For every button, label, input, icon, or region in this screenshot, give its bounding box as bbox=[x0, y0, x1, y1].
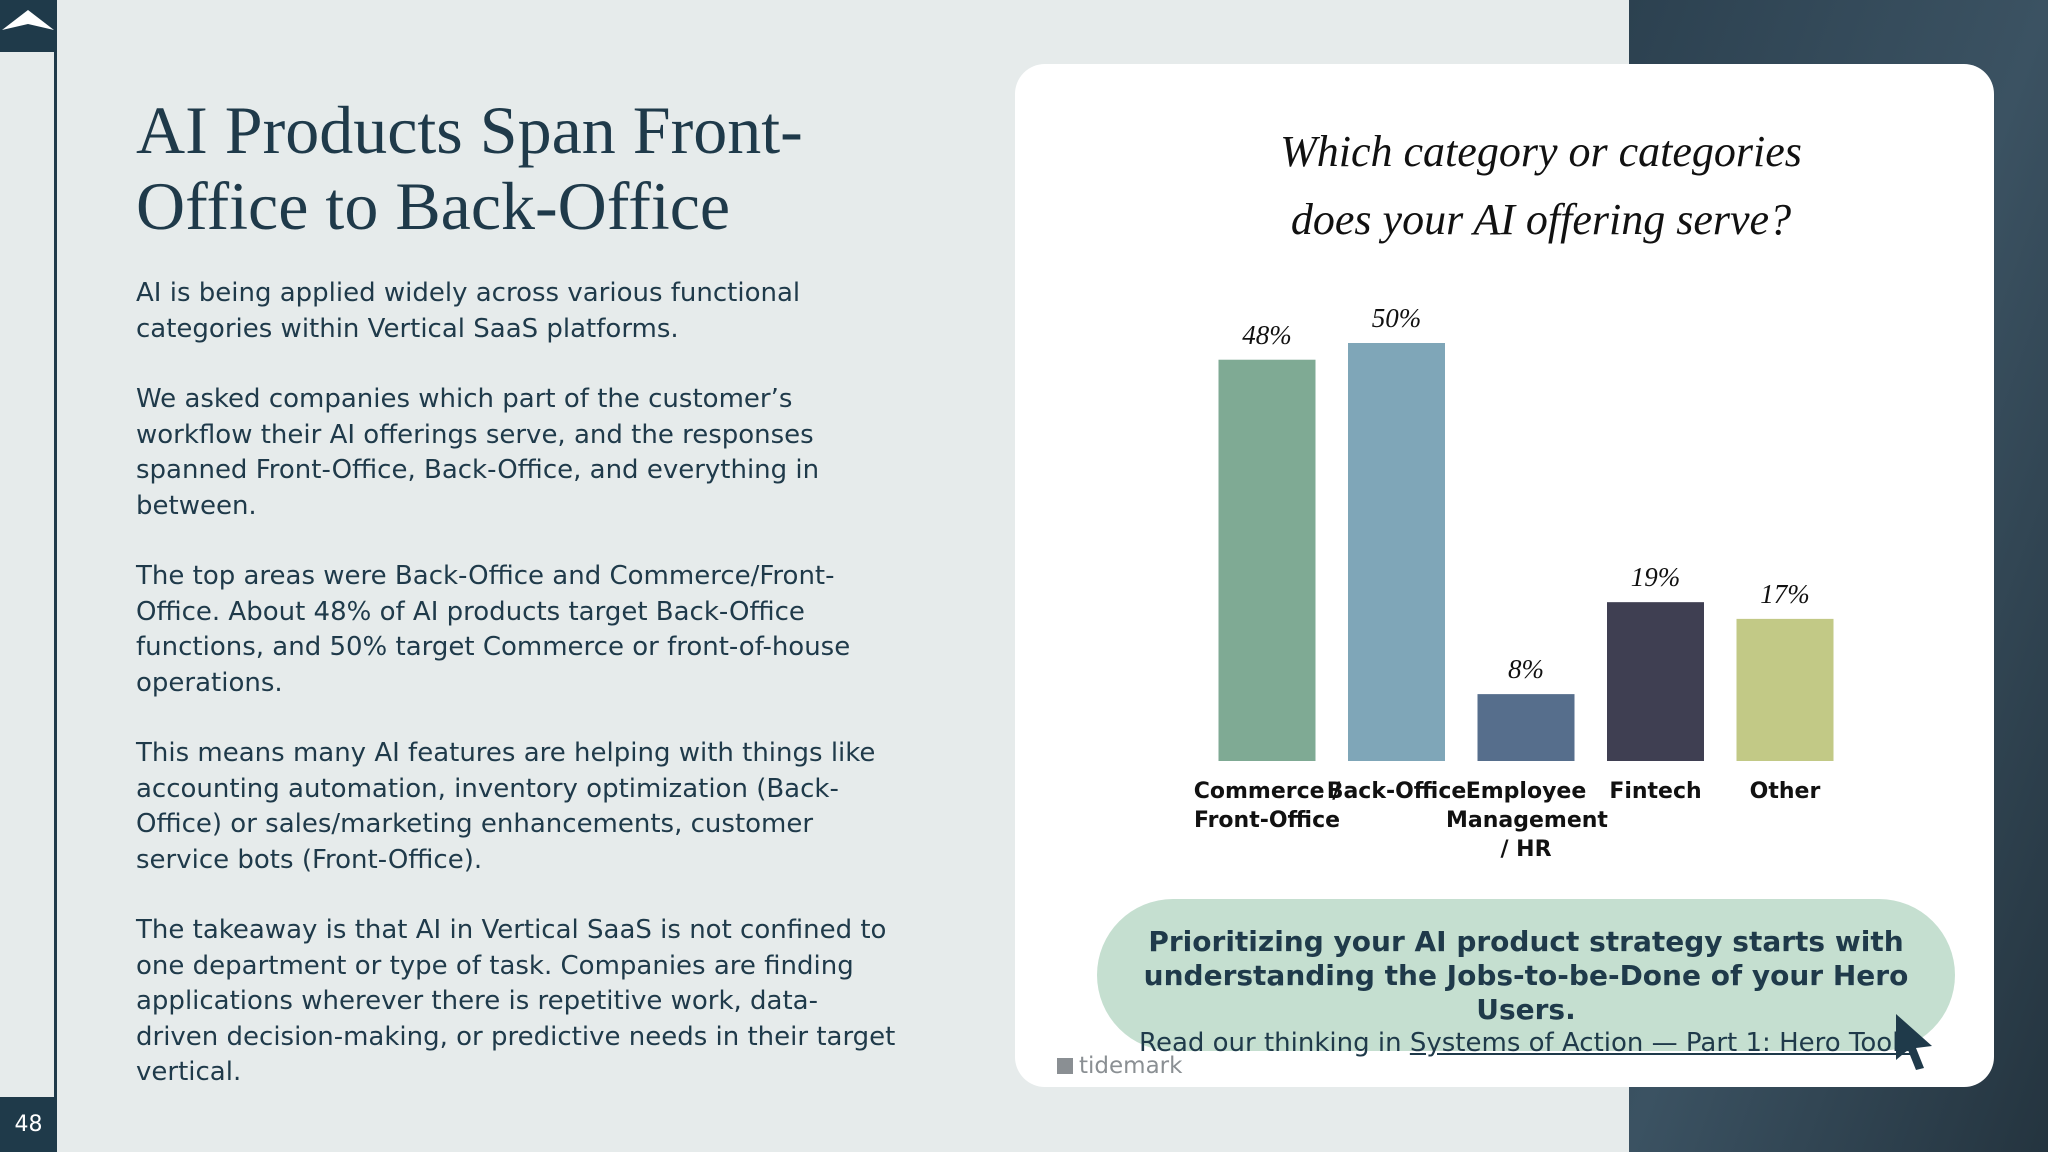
value-label: 8% bbox=[1508, 654, 1544, 685]
paragraph: The takeaway is that AI in Vertical SaaS… bbox=[136, 915, 896, 1087]
sidebar-line bbox=[54, 0, 57, 1152]
paragraph: This means many AI features are helping … bbox=[136, 738, 876, 875]
callout-text: Read our thinking in bbox=[1139, 1028, 1402, 1058]
value-label: 17% bbox=[1760, 578, 1810, 609]
title: AI Products Span Front-Office to Back-Of… bbox=[136, 92, 803, 244]
logo-text: tidemark bbox=[1079, 1053, 1183, 1079]
x-tick-label: Back-Office bbox=[1326, 779, 1467, 804]
bar bbox=[1736, 618, 1834, 761]
logo-icon bbox=[1057, 1058, 1073, 1074]
value-label: 48% bbox=[1242, 319, 1292, 350]
value-label: 19% bbox=[1630, 562, 1681, 593]
value-label: 50% bbox=[1371, 303, 1422, 333]
bar bbox=[1477, 694, 1575, 761]
page-number: 48 bbox=[0, 1097, 57, 1152]
x-tick-label: Commerce / Front-Office bbox=[1193, 779, 1341, 833]
x-tick-label: Fintech bbox=[1609, 779, 1702, 804]
callout-headline: Prioritizing your AI product strategy st… bbox=[1143, 925, 1909, 1026]
body-text: AI is being applied widely across variou… bbox=[136, 276, 896, 1126]
x-tick-label: Employee Management / HR bbox=[1446, 779, 1608, 862]
logo-mark bbox=[2, 10, 54, 30]
logo: tidemark bbox=[1057, 1053, 1182, 1079]
paragraph: We asked companies which part of the cus… bbox=[136, 384, 820, 521]
x-tick-label: Other bbox=[1749, 779, 1821, 804]
callout-text-line: Read our thinking in Systems of Action —… bbox=[1097, 1027, 1955, 1059]
callout: Prioritizing your AI product strategy st… bbox=[1097, 899, 1955, 1058]
paragraph: AI is being applied widely across variou… bbox=[136, 278, 801, 344]
bar bbox=[1607, 602, 1704, 761]
paragraph: The top areas were Back-Office and Comme… bbox=[136, 561, 851, 698]
cursor-icon bbox=[1896, 1014, 1932, 1070]
chart-title: Which category or categories does your A… bbox=[1280, 127, 1802, 244]
bar bbox=[1218, 359, 1316, 761]
bar bbox=[1348, 343, 1445, 761]
callout-link[interactable]: Systems of Action — Part 1: Hero Tools bbox=[1409, 1028, 1913, 1058]
